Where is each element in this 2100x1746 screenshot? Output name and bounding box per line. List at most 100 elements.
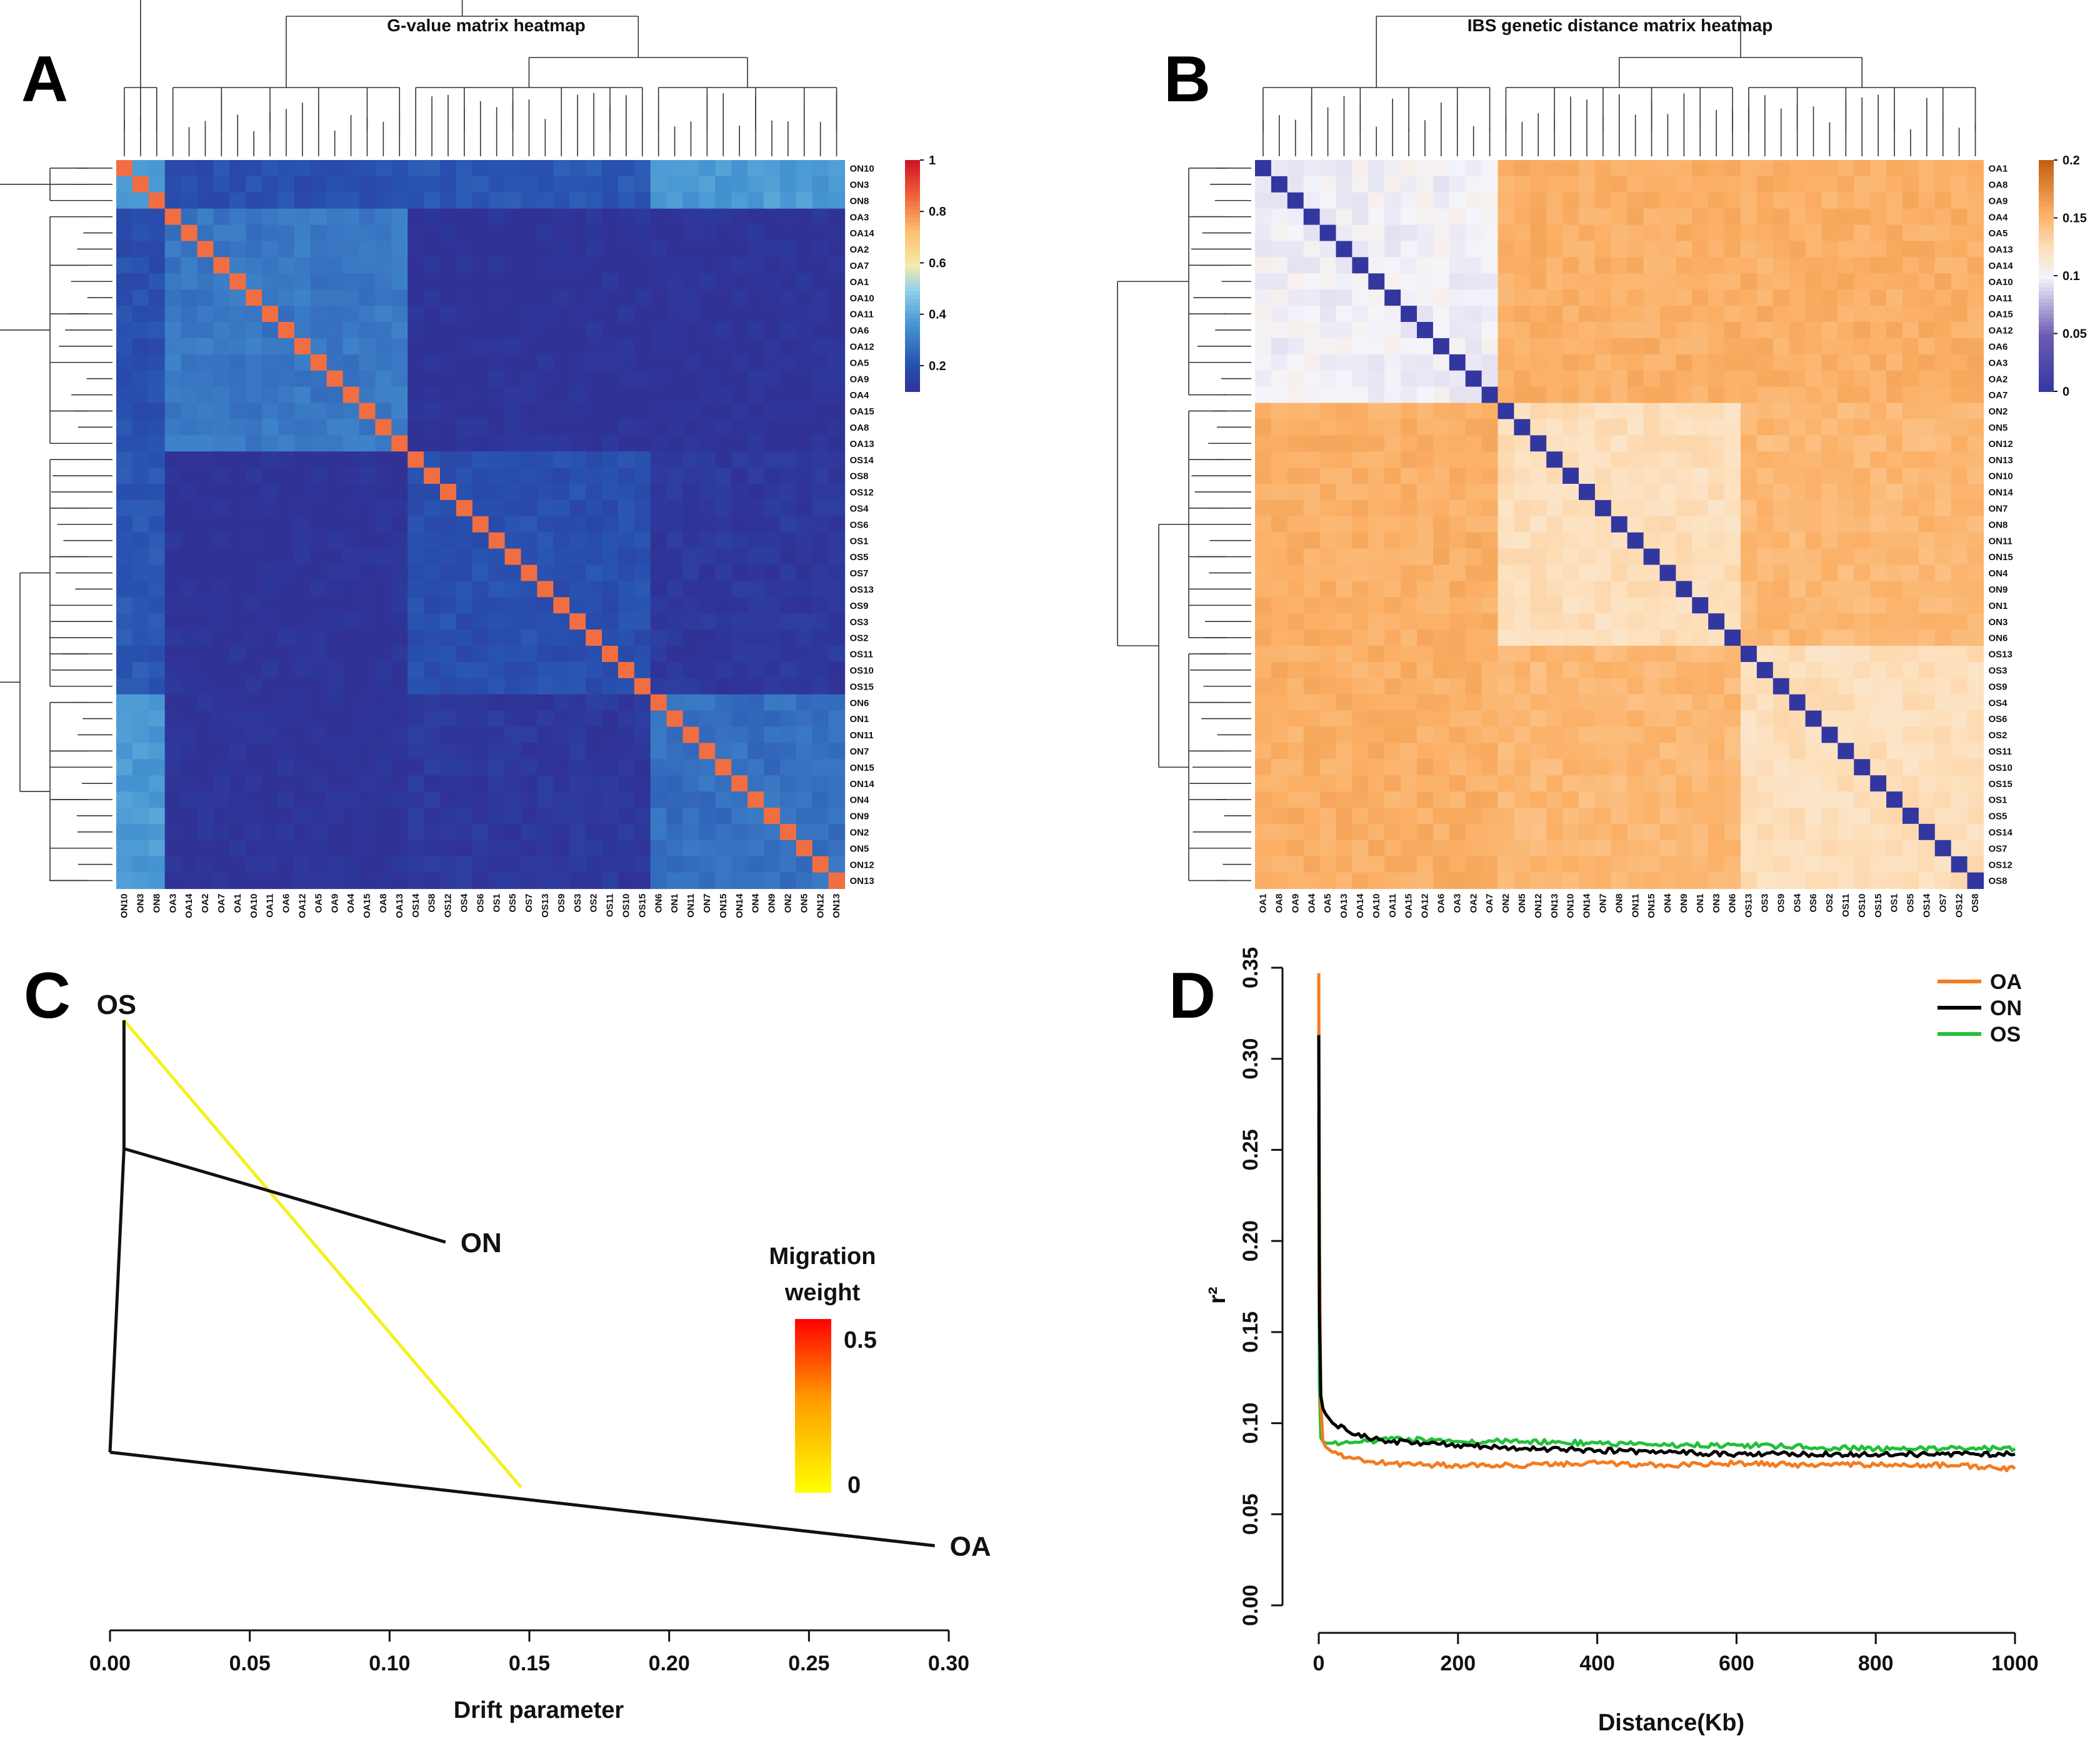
heatmap-col-label: ON9 [767,894,778,913]
heatmap-col-label: ON8 [151,894,162,913]
heatmap-cell [197,581,214,598]
heatmap-col-label: OA15 [1404,894,1414,918]
heatmap-cell [1336,241,1352,258]
colorbar-segment [2039,353,2054,358]
heatmap-cell [1432,435,1450,452]
heatmap-cell [1918,532,1936,549]
heatmap-cell [699,160,716,177]
heatmap-cell [1401,273,1418,290]
heatmap-cell [1951,630,1968,646]
heatmap-cell [1772,661,1790,679]
heatmap-cell [779,435,797,452]
heatmap-cell [1692,532,1709,549]
heatmap-cell [537,160,554,177]
heatmap-cell [181,759,198,776]
heatmap-cell [731,516,748,533]
heatmap-cell [1546,224,1563,242]
heatmap-cell [310,354,328,371]
heatmap-b-cells [1255,160,1984,890]
heatmap-cell [246,710,262,728]
heatmap-cell [148,192,166,209]
heatmap-cell [1336,322,1352,339]
colorbar-segment [2039,187,2054,192]
heatmap-cell [1611,273,1628,290]
heatmap-cell [359,646,376,663]
heatmap-cell [1303,532,1321,549]
heatmap-cell [1627,613,1644,630]
heatmap-cell [602,726,619,743]
heatmap-cell [1401,823,1418,841]
heatmap-cell [1708,840,1725,857]
heatmap-cell [779,597,797,614]
heatmap-cell [1579,403,1596,419]
heatmap-cell [1870,646,1887,663]
heatmap-cell [1724,823,1741,841]
heatmap-cell [197,597,214,614]
heatmap-cell [1854,273,1871,290]
heatmap-cell [1886,338,1903,355]
heatmap-cell [1401,160,1418,177]
heatmap-cell [359,322,376,339]
heatmap-cell [1854,661,1871,679]
heatmap-cell [1821,823,1838,841]
heatmap-cell [488,451,506,468]
heatmap-cell [246,661,262,679]
heatmap-cell [1449,322,1466,339]
heatmap-cell [262,338,279,355]
heatmap-cell [213,694,230,711]
heatmap-cell [197,192,214,209]
heatmap-cell [796,322,813,339]
heatmap-cell [132,856,149,873]
heatmap-cell [569,775,586,792]
heatmap-cell [1643,208,1661,226]
heatmap-cell [294,726,311,743]
heatmap-cell [1708,208,1725,226]
heatmap-cell [1255,726,1272,743]
heatmap-row-label: ON11 [1989,536,2012,546]
heatmap-cell [618,872,635,890]
heatmap-cell [1401,597,1418,614]
heatmap-cell [1676,646,1692,663]
heatmap-cell [1789,581,1806,598]
heatmap-cell [1449,791,1466,808]
heatmap-cell [342,176,360,193]
heatmap-cell [1319,823,1337,841]
heatmap-cell [148,516,166,533]
heatmap-cell [1902,306,1919,323]
heatmap-cell [521,386,538,404]
heatmap-cell [1772,403,1790,419]
heatmap-cell [521,484,538,501]
heatmap-cell [1562,338,1579,355]
heatmap-cell [1271,532,1288,549]
heatmap-cell [1384,176,1401,193]
heatmap-cell [1546,273,1563,290]
heatmap-cell [1255,872,1272,890]
heatmap-cell [650,564,668,581]
colorbar-segment [905,202,920,207]
heatmap-cell [1432,840,1450,857]
heatmap-cell [1918,808,1936,825]
heatmap-cell [294,354,311,371]
heatmap-row-label: OS12 [1989,860,2012,870]
heatmap-cell [779,630,797,646]
heatmap-cell [586,661,602,679]
heatmap-cell [1546,759,1563,776]
heatmap-cell [1724,726,1741,743]
heatmap-cell [1562,208,1579,226]
heatmap-cell [440,597,457,614]
heatmap-cell [1918,257,1936,274]
heatmap-cell [278,484,295,501]
heatmap-cell [408,823,424,841]
heatmap-cell [1902,743,1919,760]
heatmap-cell [1271,354,1288,371]
heatmap-cell [278,516,295,533]
heatmap-cell [569,597,586,614]
colorbar-segment [905,299,920,304]
heatmap-cell [602,419,619,436]
heatmap-cell [699,208,716,226]
heatmap-cell [1611,678,1628,695]
heatmap-cell [586,468,602,484]
heatmap-cell [1805,775,1822,792]
heatmap-cell [1514,613,1531,630]
heatmap-cell [699,322,716,339]
